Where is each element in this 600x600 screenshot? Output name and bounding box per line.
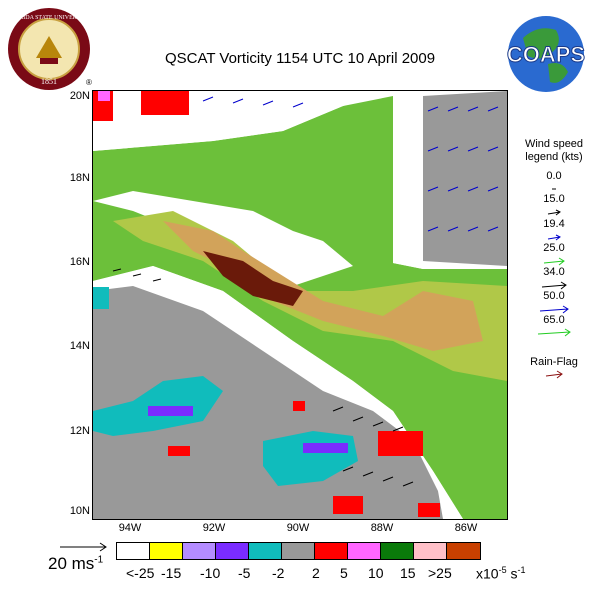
vorticity-colorbar xyxy=(116,542,481,560)
units-prefix: x10 xyxy=(476,565,499,582)
vorticity-red-far-se xyxy=(418,503,440,517)
svg-text:FLORIDA STATE UNIVERSITY: FLORIDA STATE UNIVERSITY xyxy=(8,15,91,21)
colorbar-cell xyxy=(249,543,282,559)
wind-legend-value: 0.0 xyxy=(546,170,562,182)
registered-mark: ® xyxy=(86,78,92,87)
lon-label-90w: 90W xyxy=(286,522,310,534)
vorticity-map xyxy=(92,90,508,520)
lon-label-88w: 88W xyxy=(370,522,394,534)
vorticity-red-se xyxy=(333,496,363,514)
lon-label-94w: 94W xyxy=(118,522,142,534)
vorticity-red-n xyxy=(141,91,189,115)
wind-legend-title-line2: legend (kts) xyxy=(525,151,583,163)
vorticity-purple-east xyxy=(303,443,348,453)
wind-vectors-black xyxy=(112,268,414,487)
lon-label-92w: 92W xyxy=(202,522,226,534)
svg-text:COAPS: COAPS xyxy=(507,42,585,67)
wind-legend-arrow xyxy=(541,281,567,290)
scale-label: 20 ms-1 xyxy=(48,554,103,574)
colorbar-cell xyxy=(183,543,216,559)
colorbar-cell xyxy=(315,543,348,559)
vorticity-purple-west xyxy=(148,406,193,416)
vorticity-red-east xyxy=(378,431,423,456)
vorticity-grey-gulf xyxy=(423,91,507,266)
map-title: QSCAT Vorticity 1154 UTC 10 April 2009 xyxy=(164,50,436,67)
lon-label-86w: 86W xyxy=(454,522,478,534)
lat-label-12n: 12N xyxy=(69,425,90,437)
colorbar-cell xyxy=(348,543,381,559)
scale-arrow xyxy=(60,542,107,552)
colorbar-cell xyxy=(414,543,447,559)
scale-label-value: 20 ms xyxy=(48,554,95,573)
svg-text:1851: 1851 xyxy=(41,77,57,86)
colorbar-label: -15 xyxy=(161,565,182,581)
land-area xyxy=(93,201,507,519)
peak-zone xyxy=(203,251,303,306)
colorbar-cell xyxy=(150,543,183,559)
wind-legend-value: 15.0 xyxy=(543,193,565,205)
lat-label-20n: 20N xyxy=(69,90,90,102)
yucatan-land xyxy=(93,96,393,269)
wind-legend-value: 25.0 xyxy=(543,242,565,254)
rain-flag-label: Rain-Flag xyxy=(530,356,578,368)
colorbar-label: 10 xyxy=(368,565,384,581)
units-exponent-2: -1 xyxy=(517,565,526,575)
colorbar-label: >25 xyxy=(428,565,452,581)
colorbar-label: 15 xyxy=(400,565,416,581)
fsu-seal-logo: 1851 FLORIDA STATE UNIVERSITY ® xyxy=(6,6,92,92)
lat-label-14n: 14N xyxy=(69,340,90,352)
wind-legend-arrow xyxy=(547,234,561,241)
wind-legend-arrow xyxy=(543,257,565,266)
wind-legend-value: 19.4 xyxy=(543,218,565,230)
vorticity-red-coast xyxy=(293,401,305,411)
wind-legend-value: 34.0 xyxy=(543,266,565,278)
lat-label-10n: 10N xyxy=(69,505,90,517)
colorbar-units: x10-5 s-1 xyxy=(476,565,526,582)
colorbar-cell xyxy=(381,543,414,559)
colorbar-label: -5 xyxy=(238,565,251,581)
colorbar-cell xyxy=(447,543,480,559)
lat-label-16n: 16N xyxy=(69,256,90,268)
wind-legend-title-line1: Wind speed xyxy=(524,138,584,150)
wind-legend-value: 65.0 xyxy=(543,314,565,326)
wind-legend-arrow xyxy=(537,328,571,337)
colorbar-label: 5 xyxy=(340,565,348,581)
units-exponent: -5 xyxy=(498,565,507,575)
colorbar-label: <-25 xyxy=(126,565,155,581)
colorbar-label: -10 xyxy=(200,565,221,581)
wind-vectors xyxy=(202,96,499,232)
colorbar-cell xyxy=(216,543,249,559)
lat-label-18n: 18N xyxy=(69,172,90,184)
units-suffix: s xyxy=(506,565,518,582)
vorticity-red-sw xyxy=(168,446,190,456)
wind-legend-arrow xyxy=(552,188,556,190)
mountain-zone xyxy=(163,221,483,351)
colorbar-cell xyxy=(282,543,315,559)
vorticity-cyan-edge xyxy=(93,287,109,309)
wind-legend-arrow xyxy=(539,305,569,314)
colorbar-label: 2 xyxy=(312,565,320,581)
wind-legend-title: Wind speed legend (kts) xyxy=(508,138,600,164)
scale-label-exponent: -1 xyxy=(94,554,104,566)
wind-legend-value: 50.0 xyxy=(543,290,565,302)
colorbar-cell xyxy=(117,543,150,559)
vorticity-pink-nw xyxy=(98,91,110,101)
rain-flag-arrow xyxy=(545,370,563,379)
colorbar-label: -2 xyxy=(272,565,285,581)
coaps-globe-logo: COAPS xyxy=(498,10,594,100)
wind-legend-arrow xyxy=(547,209,561,216)
